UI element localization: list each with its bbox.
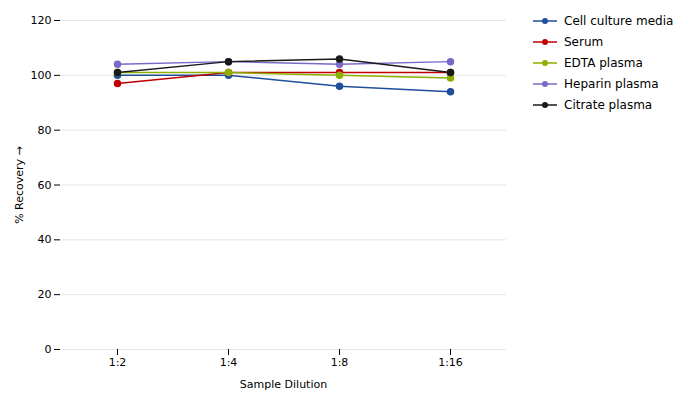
html-text:Heparin plasma: Heparin plasma	[564, 77, 659, 91]
html-text:Serum: Serum	[564, 35, 604, 49]
svg-text:120: 120	[31, 14, 52, 27]
html-text:Citrate plasma: Citrate plasma	[564, 98, 653, 112]
svg-text:80: 80	[38, 124, 52, 137]
svg-text:% Recovery →: % Recovery →	[13, 146, 26, 224]
svg-text:1:16: 1:16	[438, 356, 463, 369]
html-text:Cell culture media: Cell culture media	[564, 14, 674, 28]
svg-text:Sample Dilution: Sample Dilution	[240, 378, 327, 391]
html-text:EDTA plasma: EDTA plasma	[564, 56, 643, 70]
svg-text:1:8: 1:8	[331, 356, 349, 369]
svg-text:100: 100	[31, 69, 52, 82]
svg-text:1:4: 1:4	[220, 356, 238, 369]
svg-text:20: 20	[38, 288, 52, 301]
svg-text:1:2: 1:2	[109, 356, 127, 369]
svg-text:0: 0	[45, 343, 52, 356]
svg-text:40: 40	[38, 233, 52, 246]
svg-text:60: 60	[38, 179, 52, 192]
